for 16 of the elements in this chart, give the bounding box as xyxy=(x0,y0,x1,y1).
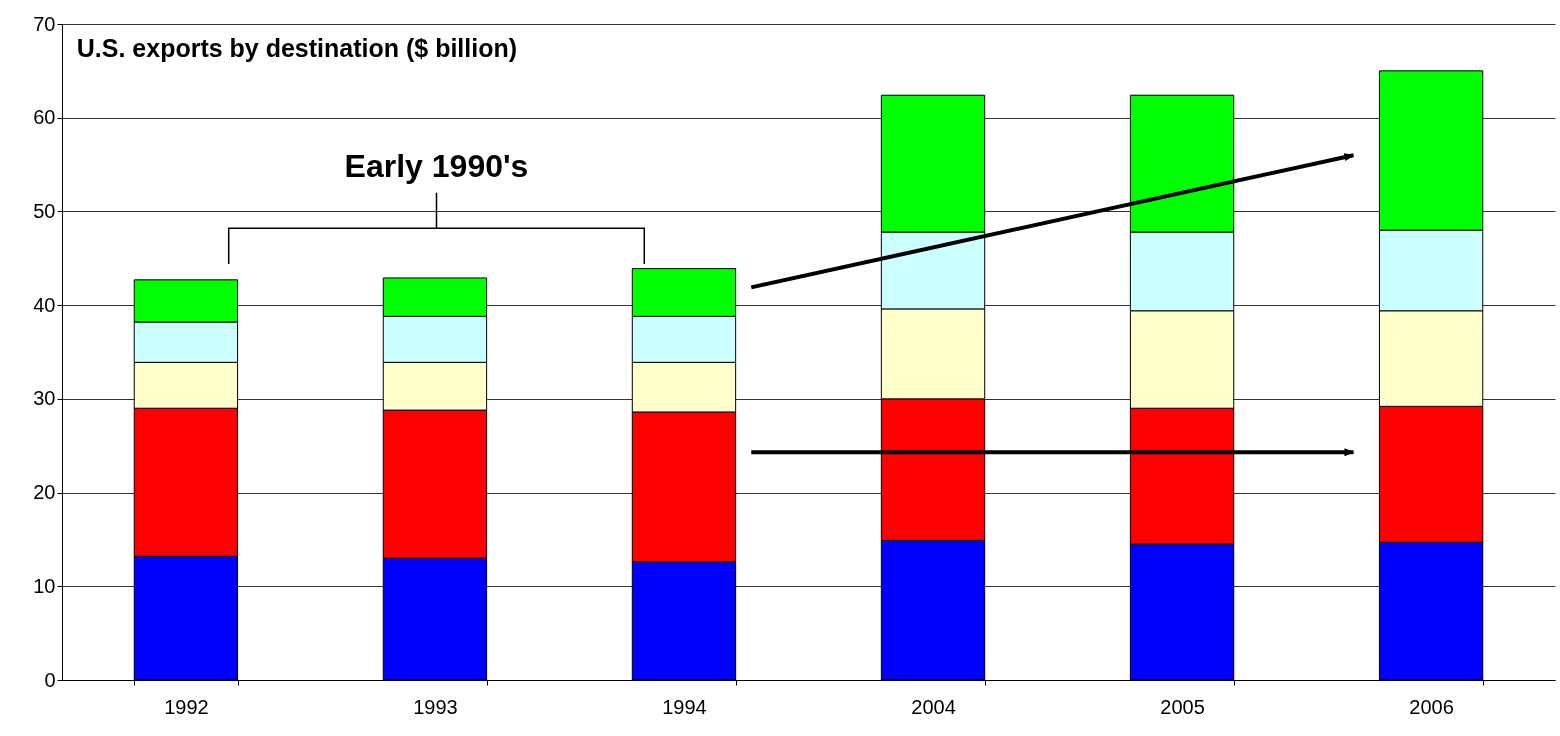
y-tick-label: 40 xyxy=(33,293,56,316)
y-tick-label: 60 xyxy=(33,106,56,129)
x-tick-label: 1994 xyxy=(662,695,707,718)
y-tick-label: 20 xyxy=(33,481,56,504)
x-tick-label: 2005 xyxy=(1160,695,1205,718)
x-tick-label: 2006 xyxy=(1409,695,1454,718)
y-tick-label: 10 xyxy=(33,574,56,597)
y-tick-label: 30 xyxy=(33,387,56,410)
y-tick-label: 50 xyxy=(33,199,56,222)
x-tick-label: 2004 xyxy=(911,695,956,718)
y-tick-label: 0 xyxy=(44,668,56,691)
chart-title: U.S. exports by destination ($ billion) xyxy=(76,34,518,62)
y-tick-label: 70 xyxy=(33,12,56,35)
annotation: Early 1990's xyxy=(344,147,529,184)
x-tick-label: 1992 xyxy=(164,695,209,718)
x-tick-label: 1993 xyxy=(413,695,458,718)
